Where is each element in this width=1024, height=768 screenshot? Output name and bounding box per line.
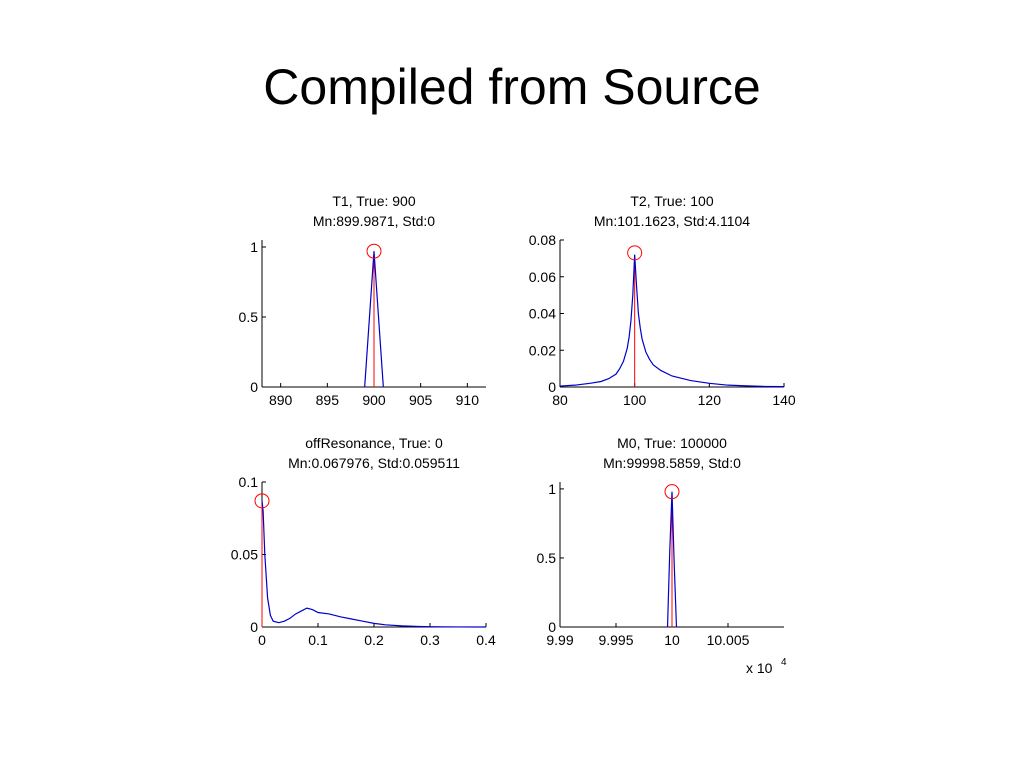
mode-marker-circle [366, 243, 382, 259]
subplot-4: M0, True: 100000 Mn:99998.5859, Std:0 9.99… [537, 435, 787, 676]
subplot-3: offResonance, True: 0 Mn:0.067976, Std:0.… [231, 435, 496, 648]
histogram-line [364, 251, 384, 388]
x-tick-label: 80 [552, 392, 568, 408]
slide-title: Compiled from Source [263, 59, 761, 115]
histogram-line [666, 491, 678, 628]
histogram-line [559, 254, 785, 388]
y-tick-label: 0.5 [239, 309, 259, 325]
y-tick-label: 0.02 [529, 342, 556, 358]
histogram-line [261, 500, 487, 628]
x-tick-label: 900 [362, 392, 386, 408]
y-tick-label: 0 [250, 379, 258, 395]
x-tick-label: 895 [316, 392, 340, 408]
x-tick-label: 9.99 [546, 632, 573, 648]
x-tick-label: 10.005 [707, 632, 750, 648]
x-tick-label: 890 [269, 392, 293, 408]
y-tick-label: 0.06 [529, 269, 556, 285]
mode-marker-circle [254, 493, 270, 509]
x-tick-label: 0.1 [308, 632, 328, 648]
subplot-2: T2, True: 100 Mn:101.1623, Std:4.1104 80 10… [529, 193, 796, 408]
mode-marker-circle [664, 484, 680, 500]
x-tick-label: 910 [456, 392, 480, 408]
y-tick-label: 1 [548, 481, 556, 497]
subplot-subtitle: Mn:0.067976, Std:0.059511 [288, 455, 460, 471]
y-tick-label: 0.1 [239, 474, 259, 490]
x-tick-label: 0 [258, 632, 266, 648]
subplot-subtitle: Mn:899.9871, Std:0 [313, 213, 435, 229]
y-tick-label: 0.05 [231, 547, 258, 563]
x-exponent-label: x 10 [746, 660, 773, 676]
x-tick-label: 120 [698, 392, 722, 408]
y-tick-label: 1 [250, 239, 258, 255]
mode-marker-circle [627, 245, 643, 261]
x-tick-label: 9.995 [598, 632, 633, 648]
y-tick-label: 0.04 [529, 306, 556, 322]
x-tick-label: 10 [664, 632, 680, 648]
subplot-subtitle: Mn:99998.5859, Std:0 [603, 455, 741, 471]
subplot-title: offResonance, True: 0 [305, 435, 443, 451]
subplot-title: T2, True: 100 [630, 193, 713, 209]
subplot-subtitle: Mn:101.1623, Std:4.1104 [594, 213, 750, 229]
subplot-title: M0, True: 100000 [617, 435, 727, 451]
subplot-1: T1, True: 900 Mn:899.9871, Std:0 890 895 900… [239, 193, 486, 408]
x-exponent-power: 4 [781, 657, 787, 668]
x-tick-label: 0.4 [476, 632, 496, 648]
y-tick-label: 0 [250, 619, 258, 635]
y-tick-label: 0 [548, 619, 556, 635]
subplot-title: T1, True: 900 [332, 193, 415, 209]
y-tick-label: 0.5 [537, 550, 557, 566]
y-tick-label: 0.08 [529, 232, 556, 248]
x-tick-label: 140 [772, 392, 796, 408]
x-tick-label: 0.2 [364, 632, 384, 648]
x-tick-label: 905 [409, 392, 433, 408]
y-tick-label: 0 [548, 379, 556, 395]
x-tick-label: 100 [623, 392, 647, 408]
x-tick-label: 0.3 [420, 632, 440, 648]
